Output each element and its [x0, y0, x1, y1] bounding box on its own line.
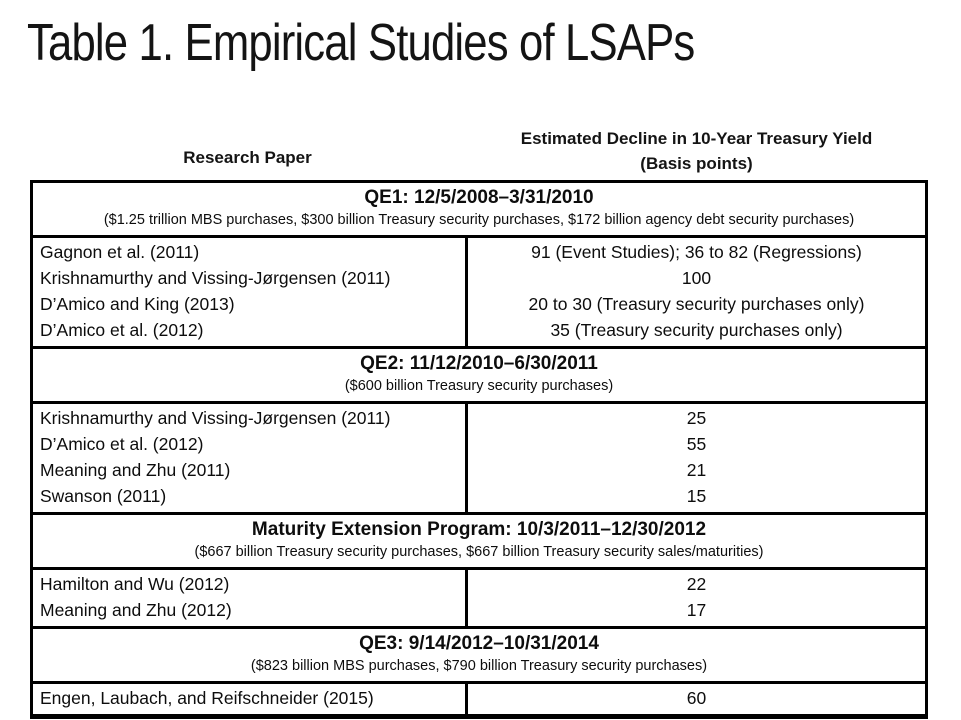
paper-column: Hamilton and Wu (2012) Meaning and Zhu (… [33, 570, 468, 626]
paper-cell: Meaning and Zhu (2012) [40, 600, 232, 620]
estimate-cell: 25 [686, 408, 707, 428]
section-qe2-header: QE2: 11/12/2010–6/30/2011 ($600 billion … [33, 349, 925, 401]
paper-cell: Hamilton and Wu (2012) [40, 574, 230, 594]
section-qe3: QE3: 9/14/2012–10/31/2014 ($823 billion … [33, 626, 925, 714]
paper-cell: Krishnamurthy and Vissing-Jørgensen (201… [40, 408, 391, 428]
section-mep: Maturity Extension Program: 10/3/2011–12… [33, 512, 925, 626]
paper-cell: Meaning and Zhu (2011) [40, 460, 231, 480]
estimate-cell: 60 [686, 688, 707, 708]
section-title: Maturity Extension Program: 10/3/2011–12… [251, 519, 707, 540]
estimate-cell: 21 [686, 460, 707, 480]
estimate-cell: 17 [686, 600, 707, 620]
section-mep-rows: Hamilton and Wu (2012) Meaning and Zhu (… [33, 567, 925, 626]
section-mep-header: Maturity Extension Program: 10/3/2011–12… [33, 515, 925, 567]
estimate-column: 91 (Event Studies); 36 to 82 (Regression… [468, 238, 925, 346]
paper-cell: Swanson (2011) [40, 486, 167, 506]
estimate-cell: 55 [686, 434, 707, 454]
section-title: QE1: 12/5/2008–3/31/2010 [364, 187, 594, 208]
column-header-estimate-line1: Estimated Decline in 10-Year Treasury Yi… [520, 129, 873, 148]
section-subtitle: ($1.25 trillion MBS purchases, $300 bill… [103, 212, 855, 228]
paper-cell: Engen, Laubach, and Reifschneider (2015) [40, 688, 374, 708]
estimate-cell: 15 [686, 486, 707, 506]
estimate-cell: 91 (Event Studies); 36 to 82 (Regression… [531, 242, 862, 262]
paper-cell: D’Amico and King (2013) [40, 294, 235, 314]
estimate-cell: 35 (Treasury security purchases only) [550, 320, 843, 340]
estimate-cell: 22 [686, 574, 707, 594]
section-qe1-header: QE1: 12/5/2008–3/31/2010 ($1.25 trillion… [33, 183, 925, 235]
section-qe3-rows: Engen, Laubach, and Reifschneider (2015)… [33, 681, 925, 714]
section-subtitle: ($600 billion Treasury security purchase… [344, 378, 614, 394]
column-header-estimated-decline: Estimated Decline in 10-Year Treasury Yi… [465, 118, 928, 180]
paper-cell: D’Amico et al. (2012) [40, 320, 204, 340]
page-title: Table 1. Empirical Studies of LSAPs [27, 14, 695, 72]
section-title: QE2: 11/12/2010–6/30/2011 [360, 353, 598, 374]
estimate-column: 25 55 21 15 [468, 404, 925, 512]
paper-cell: Krishnamurthy and Vissing-Jørgensen (201… [40, 268, 391, 288]
section-qe2: QE2: 11/12/2010–6/30/2011 ($600 billion … [33, 346, 925, 512]
section-title: QE3: 9/14/2012–10/31/2014 [359, 633, 599, 654]
estimate-cell: 20 to 30 (Treasury security purchases on… [528, 294, 865, 314]
estimate-column: 22 17 [468, 570, 925, 626]
section-subtitle: ($823 billion MBS purchases, $790 billio… [250, 658, 708, 674]
section-qe1: QE1: 12/5/2008–3/31/2010 ($1.25 trillion… [33, 183, 925, 346]
paper-column: Engen, Laubach, and Reifschneider (2015) [33, 684, 468, 714]
paper-column: Krishnamurthy and Vissing-Jørgensen (201… [33, 404, 468, 512]
section-qe3-header: QE3: 9/14/2012–10/31/2014 ($823 billion … [33, 629, 925, 681]
paper-column: Gagnon et al. (2011) Krishnamurthy and V… [33, 238, 468, 346]
column-header-estimate-line2: (Basis points) [640, 154, 753, 173]
estimate-cell: 100 [681, 268, 712, 288]
table-column-headers: Research Paper Estimated Decline in 10-Y… [30, 118, 928, 180]
section-qe2-rows: Krishnamurthy and Vissing-Jørgensen (201… [33, 401, 925, 512]
column-header-research-paper: Research Paper [183, 148, 312, 167]
section-subtitle: ($667 billion Treasury security purchase… [194, 544, 764, 560]
lsap-studies-table: QE1: 12/5/2008–3/31/2010 ($1.25 trillion… [30, 180, 928, 719]
paper-cell: D’Amico et al. (2012) [40, 434, 204, 454]
section-qe1-rows: Gagnon et al. (2011) Krishnamurthy and V… [33, 235, 925, 346]
paper-cell: Gagnon et al. (2011) [40, 242, 200, 262]
estimate-column: 60 [468, 684, 925, 714]
